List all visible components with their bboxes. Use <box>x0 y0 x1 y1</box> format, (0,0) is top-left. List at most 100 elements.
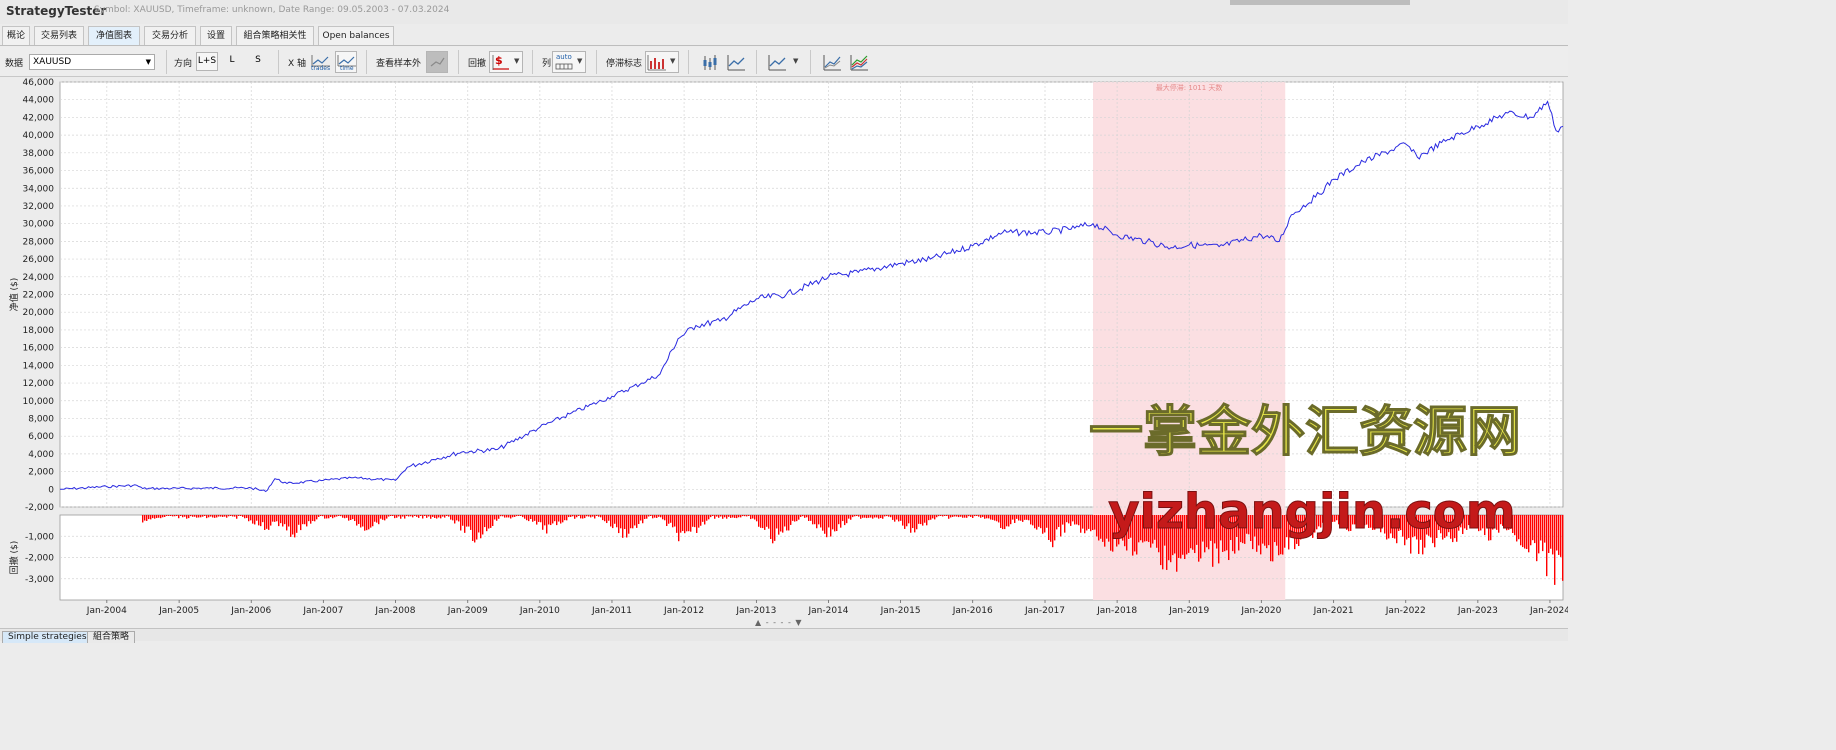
drawdown-bar <box>1048 515 1050 540</box>
compare-chart-button[interactable] <box>820 51 842 73</box>
drawdown-bar <box>472 515 474 541</box>
drawdown-bar <box>1248 515 1250 535</box>
drawdown-bar <box>756 515 758 522</box>
drawdown-bar <box>486 515 488 532</box>
drawdown-bar <box>764 515 766 530</box>
drawdown-bar <box>1238 515 1240 551</box>
drawdown-bar <box>872 515 874 519</box>
drawdown-bar <box>212 515 214 518</box>
tab-open-balances[interactable]: Open balances <box>318 26 394 45</box>
symbol-select[interactable]: XAUUSD ▼ <box>29 54 155 70</box>
chart-type-dropdown[interactable]: ▼ <box>765 51 801 73</box>
drawdown-bar <box>1332 515 1334 522</box>
tab-portfolio-strategies[interactable]: 組合策略 <box>87 631 136 643</box>
stagnation-dropdown[interactable]: ▼ <box>645 51 679 73</box>
drawdown-bar <box>1394 515 1396 539</box>
direction-long-short-button[interactable]: L+S <box>196 52 218 71</box>
drawdown-bar <box>500 515 502 517</box>
oos-toggle-button[interactable] <box>426 51 448 73</box>
drawdown-bar <box>1022 515 1024 522</box>
drawdown-bar <box>630 515 632 529</box>
direction-long-button[interactable]: L <box>229 55 235 65</box>
drawdown-bar <box>1450 515 1452 539</box>
drawdown-bar <box>1514 515 1516 536</box>
drawdown-bar <box>1008 515 1010 527</box>
drawdown-bar <box>346 515 348 518</box>
drawdown-bar <box>170 515 172 516</box>
drawdown-bar <box>1206 515 1208 548</box>
drawdown-bar <box>610 515 612 527</box>
drawdown-bar <box>952 515 954 517</box>
drawdown-label: 回撤 <box>468 59 487 69</box>
drawdown-bar <box>444 515 446 518</box>
drawdown-bar <box>798 515 800 520</box>
equity-chart[interactable]: -2,000 0 2,000 4,000 6,000 8,000 10,000 12,000 1… <box>0 78 1568 618</box>
drawdown-bar <box>1208 515 1210 550</box>
drawdown-bar <box>954 515 956 517</box>
xaxis-time-button[interactable]: time <box>335 51 357 73</box>
drawdown-bar <box>710 515 712 518</box>
drawdown-bar <box>1430 515 1432 538</box>
drawdown-bar <box>1030 515 1032 525</box>
chart-splitter[interactable]: ▲ - - - - ▼ <box>755 618 803 627</box>
drawdown-bar <box>1174 515 1176 554</box>
drawdown-bar <box>1324 515 1326 526</box>
drawdown-bar <box>812 515 814 525</box>
drawdown-bar <box>1350 515 1352 531</box>
drawdown-bar <box>1474 515 1476 523</box>
line-chart-icon <box>768 55 786 71</box>
drawdown-bar <box>790 515 792 525</box>
drawdown-bar <box>408 515 410 517</box>
drawdown-bar <box>704 515 706 525</box>
tab-simple-strategies[interactable]: Simple strategies <box>2 631 93 643</box>
direction-short-button[interactable]: S <box>255 55 261 65</box>
drawdown-bar <box>1014 515 1016 523</box>
equity-tick-label: 14,000 <box>23 361 55 371</box>
drawdown-bar <box>852 515 854 518</box>
drawdown-bar <box>382 515 384 520</box>
drawdown-bar <box>1372 515 1374 530</box>
drawdown-bar <box>1170 515 1172 563</box>
drawdown-bar <box>1312 515 1314 538</box>
tab-portfolio-correlation[interactable]: 組合策略相关性 <box>236 26 314 45</box>
drawdown-bar <box>400 515 402 519</box>
drawdown-bar <box>950 515 952 518</box>
xaxis-trades-button[interactable]: trades <box>309 51 331 73</box>
drawdown-bar <box>1540 515 1542 541</box>
oos-label: 查看样本外 <box>376 59 422 69</box>
line-chart-button[interactable] <box>724 51 746 73</box>
equity-tick-label: 12,000 <box>23 379 55 389</box>
drawdown-bar <box>1176 515 1178 572</box>
drawdown-bar <box>1386 515 1388 540</box>
drawdown-bar <box>598 515 600 517</box>
drawdown-bar <box>1344 515 1346 523</box>
drawdown-bar <box>650 515 652 516</box>
tab-trade-list[interactable]: 交易列表 <box>34 26 84 45</box>
drawdown-bar <box>1482 515 1484 529</box>
tab-settings[interactable]: 设置 <box>200 26 232 45</box>
drawdown-dropdown[interactable]: $ ▼ <box>489 51 523 73</box>
direction-label: 方向 <box>174 59 193 69</box>
drawdown-bar <box>966 515 968 518</box>
drawdown-bar <box>1102 515 1104 542</box>
tab-overview[interactable]: 概论 <box>2 26 30 45</box>
drawdown-bar <box>326 515 328 519</box>
drawdown-bar <box>432 515 434 517</box>
candlestick-chart-button[interactable] <box>698 51 720 73</box>
drawdown-bar <box>894 515 896 522</box>
equity-tick-label: 4,000 <box>28 450 54 460</box>
drawdown-bar <box>992 515 994 520</box>
drawdown-bar <box>1224 515 1226 552</box>
drawdown-bar <box>1402 515 1404 537</box>
drawdown-bar <box>312 515 314 521</box>
tab-equity-chart[interactable]: 净值图表 <box>88 26 140 45</box>
drawdown-bar <box>220 515 222 517</box>
drawdown-bar <box>878 515 880 519</box>
multi-series-chart-button[interactable] <box>847 51 869 73</box>
drawdown-bar <box>1340 515 1342 525</box>
top-scrollbar-thumb[interactable] <box>1230 0 1410 5</box>
drawdown-bar <box>202 515 204 517</box>
columns-dropdown[interactable]: auto ▼ <box>552 51 586 73</box>
drawdown-bar <box>728 515 730 517</box>
tab-trade-analysis[interactable]: 交易分析 <box>144 26 196 45</box>
